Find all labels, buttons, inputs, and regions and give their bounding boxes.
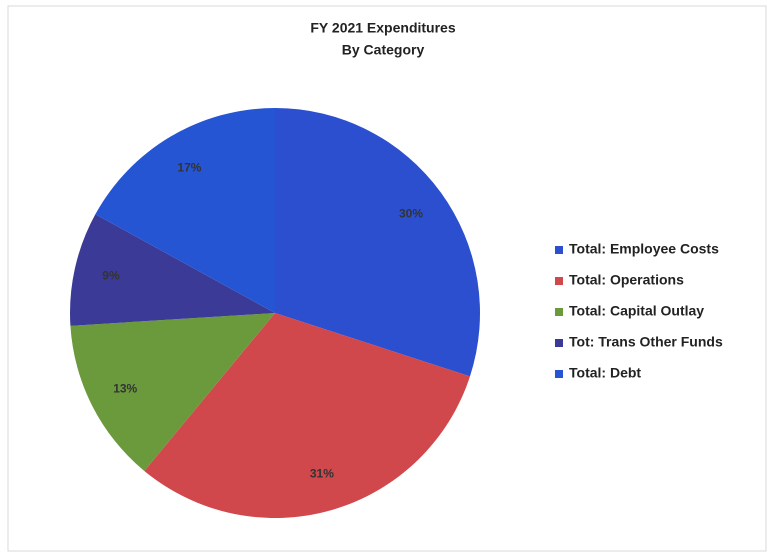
legend-label: Total: Capital Outlay bbox=[569, 303, 704, 319]
legend-swatch bbox=[555, 277, 563, 285]
legend-swatch bbox=[555, 246, 563, 254]
pie-slice bbox=[144, 313, 470, 518]
data-label: 13% bbox=[113, 381, 137, 395]
legend-label: Tot: Trans Other Funds bbox=[569, 334, 723, 350]
chart-subtitle: By Category bbox=[342, 42, 425, 58]
data-label: 30% bbox=[399, 206, 423, 220]
legend-label: Total: Employee Costs bbox=[569, 241, 719, 257]
legend-swatch bbox=[555, 339, 563, 347]
legend-label: Total: Operations bbox=[569, 272, 684, 288]
pie-slice bbox=[69, 214, 275, 326]
pie-slice bbox=[275, 108, 481, 377]
pie-slice bbox=[70, 313, 276, 471]
chart-title: FY 2021 Expenditures bbox=[310, 20, 455, 36]
legend-swatch bbox=[555, 308, 563, 316]
legend-label: Total: Debt bbox=[569, 365, 641, 381]
data-label: 31% bbox=[310, 467, 334, 481]
pie-slice bbox=[95, 107, 275, 313]
data-label: 17% bbox=[177, 160, 201, 174]
data-label: 9% bbox=[102, 269, 120, 283]
legend-swatch bbox=[555, 370, 563, 378]
